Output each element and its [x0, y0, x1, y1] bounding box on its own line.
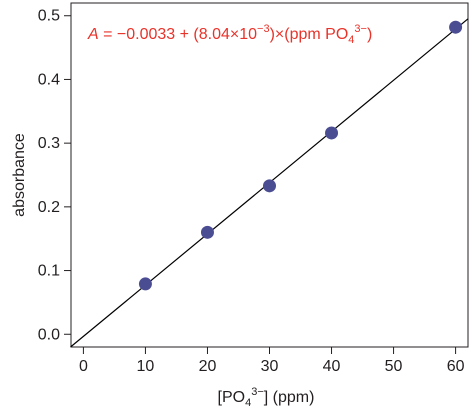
equation-part1: = −0.0033 + (8.04×10 — [99, 26, 257, 43]
x-axis-title-post: ] (ppm) — [264, 389, 315, 406]
equation-superscript: 3− — [354, 23, 367, 35]
ticks-layer: 0 10 20 30 40 50 60 0.0 0.1 0.2 0.3 0.4 0.5 — [38, 8, 465, 375]
data-point — [449, 20, 463, 34]
plot-frame — [70, 2, 469, 348]
equation-part3: ) — [367, 26, 372, 43]
y-tick-label: 0.3 — [38, 135, 60, 152]
x-axis-title-pre: [PO — [218, 389, 246, 406]
x-tick-label: 10 — [137, 358, 155, 375]
data-point — [138, 277, 152, 291]
equation-exponent: −3 — [257, 23, 270, 35]
y-tick-label: 0.1 — [38, 263, 60, 280]
data-points — [138, 20, 463, 291]
y-axis-title: absorbance — [11, 133, 28, 217]
x-tick-label: 40 — [323, 358, 341, 375]
x-axis-title: [PO43−] (ppm) — [218, 386, 315, 409]
data-point — [325, 126, 339, 140]
y-tick-label: 0.2 — [38, 199, 60, 216]
data-point — [263, 179, 276, 193]
equation-subscript: 4 — [348, 34, 354, 46]
x-axis-title-sub: 4 — [245, 397, 251, 409]
equation-variable: A — [87, 26, 99, 43]
x-tick-label: 50 — [385, 358, 403, 375]
y-tick-label: 0.0 — [38, 326, 60, 343]
y-tick-label: 0.4 — [38, 71, 60, 88]
regression-equation: A = −0.0033 + (8.04×10−3)×(ppm PO43−) — [87, 23, 372, 46]
x-axis-title-sup: 3− — [251, 386, 264, 398]
x-tick-label: 30 — [261, 358, 279, 375]
data-point — [200, 225, 214, 239]
x-tick-label: 60 — [447, 358, 465, 375]
x-tick-label: 0 — [79, 358, 88, 375]
equation-part2: )×(ppm PO — [270, 26, 349, 43]
y-tick-label: 0.5 — [38, 8, 60, 25]
x-tick-label: 20 — [199, 358, 217, 375]
